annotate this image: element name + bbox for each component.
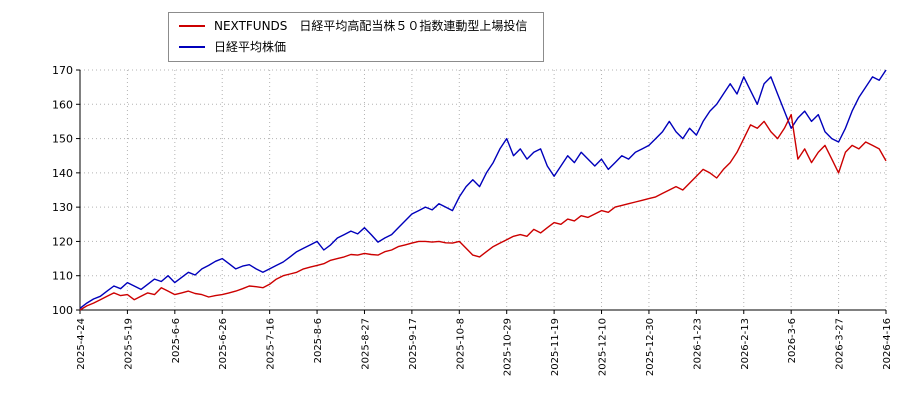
y-tick-label: 120 (52, 235, 73, 248)
y-tick-label: 140 (52, 167, 73, 180)
x-tick-label: 2026-1-23 (692, 318, 703, 370)
series-line-nikkei (79, 69, 887, 309)
y-tick-label: 100 (52, 304, 73, 317)
blue-line-sample (179, 46, 205, 48)
x-tick-label: 2025-10-29 (503, 318, 514, 376)
x-tick-label: 2026-2-13 (740, 318, 751, 370)
x-tick-label: 2025-11-19 (550, 318, 561, 376)
y-tick-label: 150 (52, 133, 73, 146)
x-tick-label: 2025-8-27 (360, 318, 371, 370)
legend-item-nikkei: 日経平均株価 (179, 39, 527, 55)
x-tick-label: 2026-3-27 (835, 318, 846, 370)
x-tick-label: 2025-8-6 (313, 318, 324, 363)
x-tick-label: 2025-10-8 (455, 318, 466, 370)
x-tick-label: 2025-4-24 (76, 318, 87, 370)
x-tick-label: 2025-5-19 (123, 318, 134, 370)
red-line-sample (179, 25, 205, 27)
legend-label-nextfunds: NEXTFUNDS 日経平均高配当株５０指数連動型上場投信 (214, 19, 528, 33)
x-tick-label: 2025-9-17 (408, 318, 419, 370)
x-tick-label: 2025-6-26 (218, 318, 229, 370)
x-tick-label: 2025-12-10 (598, 318, 609, 376)
x-tick-label: 2026-4-16 (882, 318, 893, 370)
series-line-nextfunds (79, 113, 887, 311)
x-tick-label: 2026-3-6 (787, 318, 798, 363)
y-tick-label: 170 (52, 64, 73, 77)
y-tick-label: 130 (52, 201, 73, 214)
legend-label-nikkei: 日経平均株価 (214, 40, 287, 54)
y-tick-label: 110 (52, 270, 73, 283)
x-tick-label: 2025-6-6 (171, 318, 182, 363)
legend-item-nextfunds: NEXTFUNDS 日経平均高配当株５０指数連動型上場投信 (179, 18, 527, 34)
y-tick-label: 160 (52, 98, 73, 111)
legend: NEXTFUNDS 日経平均高配当株５０指数連動型上場投信 日経平均株価 (168, 12, 545, 62)
x-tick-label: 2025-12-30 (645, 318, 656, 376)
x-tick-label: 2025-7-16 (266, 318, 277, 370)
